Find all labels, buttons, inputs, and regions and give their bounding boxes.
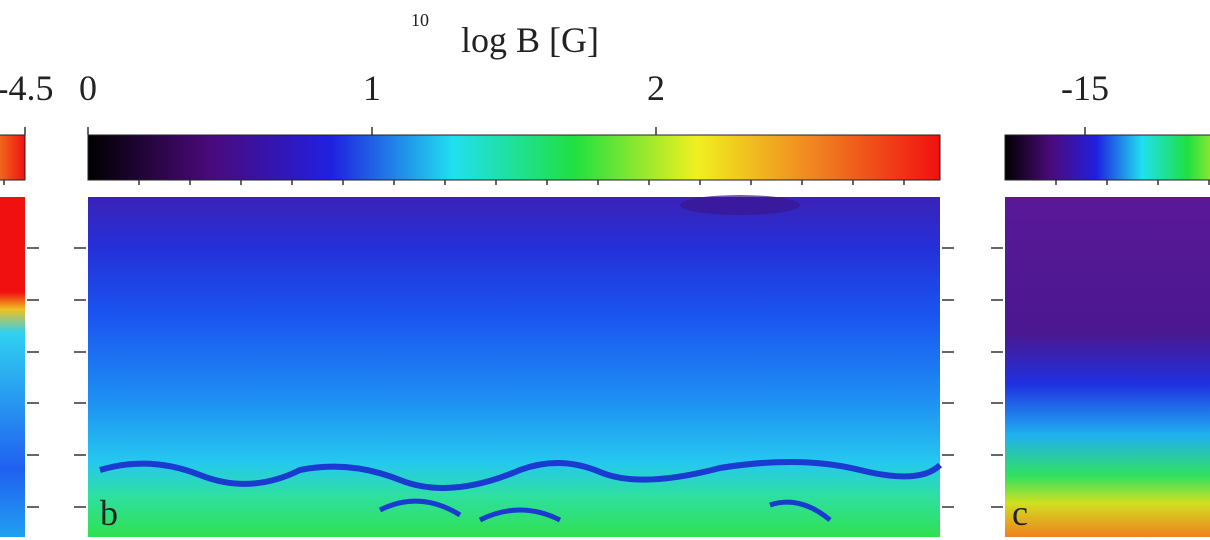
streak <box>378 498 832 523</box>
panel-c-image <box>1005 197 1210 537</box>
panel-b-image <box>88 197 940 537</box>
panel-label: b <box>100 493 118 533</box>
colorbar-tick-label: 2 <box>647 68 665 108</box>
colorbar-tick-label: -15 <box>1061 68 1109 108</box>
colorbar-tick-label: 1 <box>363 68 381 108</box>
colorbar <box>1004 134 1210 181</box>
colorbar <box>0 134 26 181</box>
panel-images <box>0 195 1210 537</box>
colorbar-tick-label: 0 <box>79 68 97 108</box>
panel-label: c <box>1012 493 1028 533</box>
streak <box>99 459 943 491</box>
colorbar-tick-label: -4.5 <box>0 68 54 108</box>
colorbar-title: log B [G] <box>461 20 599 60</box>
colorbar <box>87 134 941 181</box>
dark-spot <box>680 195 800 215</box>
title-prefix: 10 <box>411 10 429 30</box>
panel-a-image <box>0 197 25 537</box>
